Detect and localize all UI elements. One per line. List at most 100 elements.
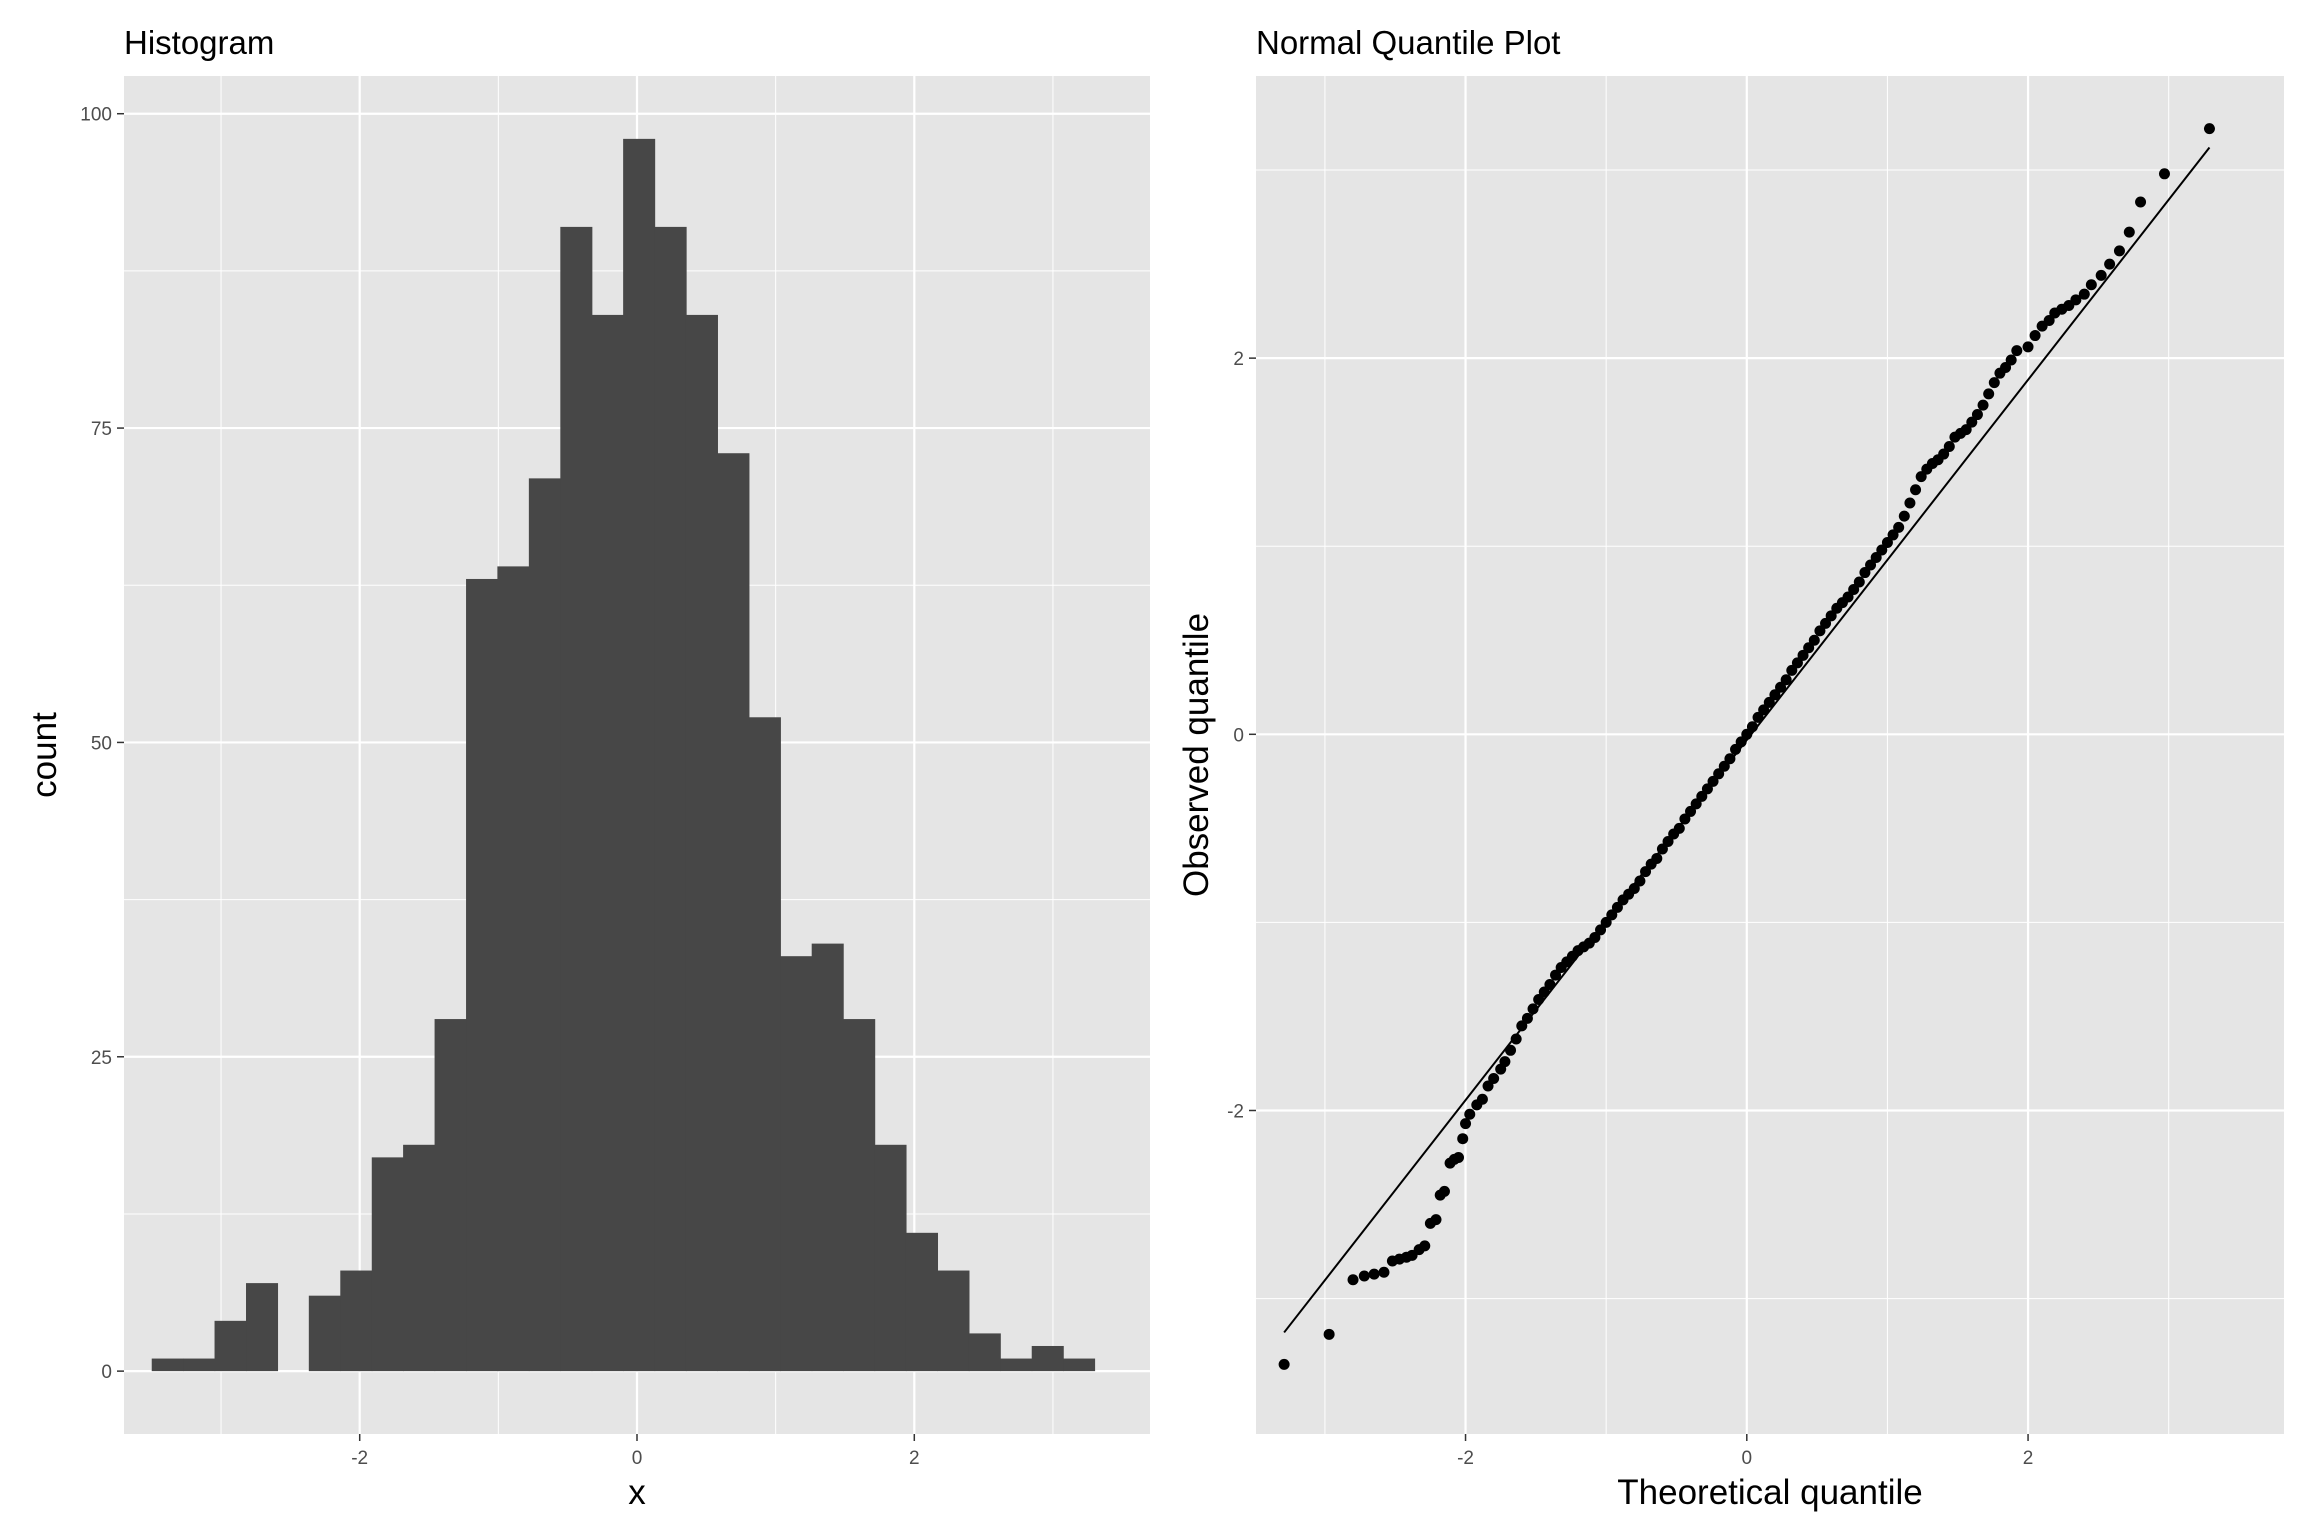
qq-point bbox=[1791, 657, 1803, 669]
qq-point bbox=[1634, 875, 1646, 887]
qq-point bbox=[2029, 330, 2041, 342]
qq-point bbox=[1358, 1270, 1370, 1282]
histogram-bar bbox=[654, 226, 687, 1372]
qq-point bbox=[1368, 1268, 1380, 1280]
qq-point bbox=[1741, 728, 1753, 740]
qq-point bbox=[1640, 866, 1652, 878]
qq-point bbox=[1881, 536, 1893, 548]
qq-point bbox=[1679, 813, 1691, 825]
histogram-chart: Histogram -2 0 2 0 25 50 75 100 x count bbox=[25, 24, 1150, 1512]
qq-point bbox=[1457, 1133, 1469, 1145]
qq-point bbox=[2123, 226, 2135, 238]
qq-point bbox=[1600, 916, 1612, 928]
qq-point bbox=[1662, 836, 1674, 848]
histogram-bar bbox=[528, 478, 561, 1372]
qq-point bbox=[1735, 736, 1747, 748]
qq-point bbox=[1797, 649, 1809, 661]
qq-point bbox=[1848, 583, 1860, 595]
qq-point bbox=[1499, 1056, 1511, 1068]
qq-point bbox=[1898, 510, 1910, 522]
histogram-bar bbox=[905, 1232, 939, 1372]
qq-point bbox=[1464, 1108, 1476, 1120]
qq-point bbox=[1696, 790, 1708, 802]
qq-point bbox=[1527, 1003, 1539, 1015]
qq-point bbox=[1808, 634, 1820, 646]
qq-point bbox=[1988, 377, 2000, 389]
qq-point bbox=[1651, 852, 1663, 864]
histogram-x-axis-label: x bbox=[628, 1473, 646, 1512]
qq-point bbox=[1707, 775, 1719, 787]
qq-point bbox=[1943, 441, 1955, 453]
qq-axes: -2 0 2 -2 0 2 bbox=[1227, 349, 2033, 1469]
qq-point bbox=[1730, 743, 1742, 755]
qq-point bbox=[1550, 969, 1562, 981]
histogram-bar bbox=[560, 226, 593, 1372]
qq-point bbox=[1825, 610, 1837, 622]
histogram-bar bbox=[214, 1320, 247, 1372]
qq-point bbox=[2085, 279, 2097, 291]
histogram-bar bbox=[1031, 1345, 1064, 1372]
qq-point bbox=[1690, 798, 1702, 810]
qq-points bbox=[1278, 123, 2215, 1370]
qq-point bbox=[1758, 704, 1770, 716]
qq-point bbox=[1606, 909, 1618, 921]
histogram-bar bbox=[371, 1157, 404, 1372]
qq-point bbox=[1966, 416, 1978, 428]
qq-point bbox=[2113, 245, 2125, 257]
qq-point bbox=[1701, 783, 1713, 795]
qq-point bbox=[1611, 901, 1623, 913]
histogram-bar bbox=[183, 1358, 216, 1372]
qq-point bbox=[1763, 696, 1775, 708]
qq-point bbox=[1775, 681, 1787, 693]
qq-x-tick-label: -2 bbox=[1457, 1448, 1474, 1469]
histogram-y-tick-label: 75 bbox=[91, 419, 112, 440]
qq-point bbox=[1378, 1266, 1390, 1278]
qq-y-tick-label: -2 bbox=[1227, 1101, 1244, 1122]
histogram-title: Histogram bbox=[124, 24, 274, 61]
qq-y-tick-label: 2 bbox=[1233, 349, 1244, 370]
qq-x-axis-label: Theoretical quantile bbox=[1617, 1473, 1922, 1512]
qq-point bbox=[1752, 711, 1764, 723]
qq-y-axis-label: Observed quantile bbox=[1177, 613, 1216, 897]
qq-point bbox=[2078, 288, 2090, 300]
histogram-y-tick-label: 100 bbox=[80, 105, 112, 126]
qq-point bbox=[1780, 674, 1792, 686]
histogram-bar bbox=[1000, 1358, 1033, 1372]
qq-point bbox=[1656, 843, 1668, 855]
qq-point bbox=[1887, 529, 1899, 541]
histogram-y-tick-label: 50 bbox=[91, 733, 112, 754]
histogram-bar bbox=[968, 1333, 1001, 1372]
qq-point bbox=[1482, 1080, 1494, 1092]
qq-point bbox=[1983, 388, 1995, 400]
qq-point bbox=[2011, 345, 2023, 357]
histogram-bar bbox=[246, 1283, 279, 1372]
qq-point bbox=[1769, 689, 1781, 701]
qq-reference-line-group bbox=[1283, 146, 2211, 1334]
qq-point bbox=[1505, 1044, 1517, 1056]
histogram-bar bbox=[811, 943, 844, 1372]
qq-point bbox=[2005, 354, 2017, 366]
qq-point bbox=[1347, 1274, 1359, 1286]
qq-point bbox=[1533, 994, 1545, 1006]
qq-reference-line bbox=[1283, 146, 2211, 1334]
histogram-y-tick-label: 25 bbox=[91, 1048, 112, 1069]
histogram-axes: -2 0 2 0 25 50 75 100 bbox=[80, 105, 919, 1469]
histogram-bar bbox=[591, 314, 624, 1372]
qq-point bbox=[1673, 822, 1685, 834]
histogram-bar bbox=[308, 1295, 341, 1372]
qq-point bbox=[1488, 1073, 1500, 1085]
qq-point bbox=[1538, 986, 1550, 998]
qq-point bbox=[1938, 448, 1950, 460]
qq-point bbox=[2070, 294, 2082, 306]
qq-point bbox=[1910, 484, 1922, 496]
qq-point bbox=[1718, 760, 1730, 772]
qq-point bbox=[2043, 315, 2055, 327]
qq-point bbox=[1516, 1020, 1528, 1032]
qq-point bbox=[1859, 567, 1871, 579]
qq-point bbox=[2158, 168, 2170, 180]
qq-point bbox=[2022, 341, 2034, 353]
qq-panel bbox=[1256, 76, 2284, 1434]
histogram-bar bbox=[937, 1270, 970, 1372]
qq-point bbox=[1323, 1328, 1335, 1340]
qq-point bbox=[1460, 1118, 1472, 1130]
